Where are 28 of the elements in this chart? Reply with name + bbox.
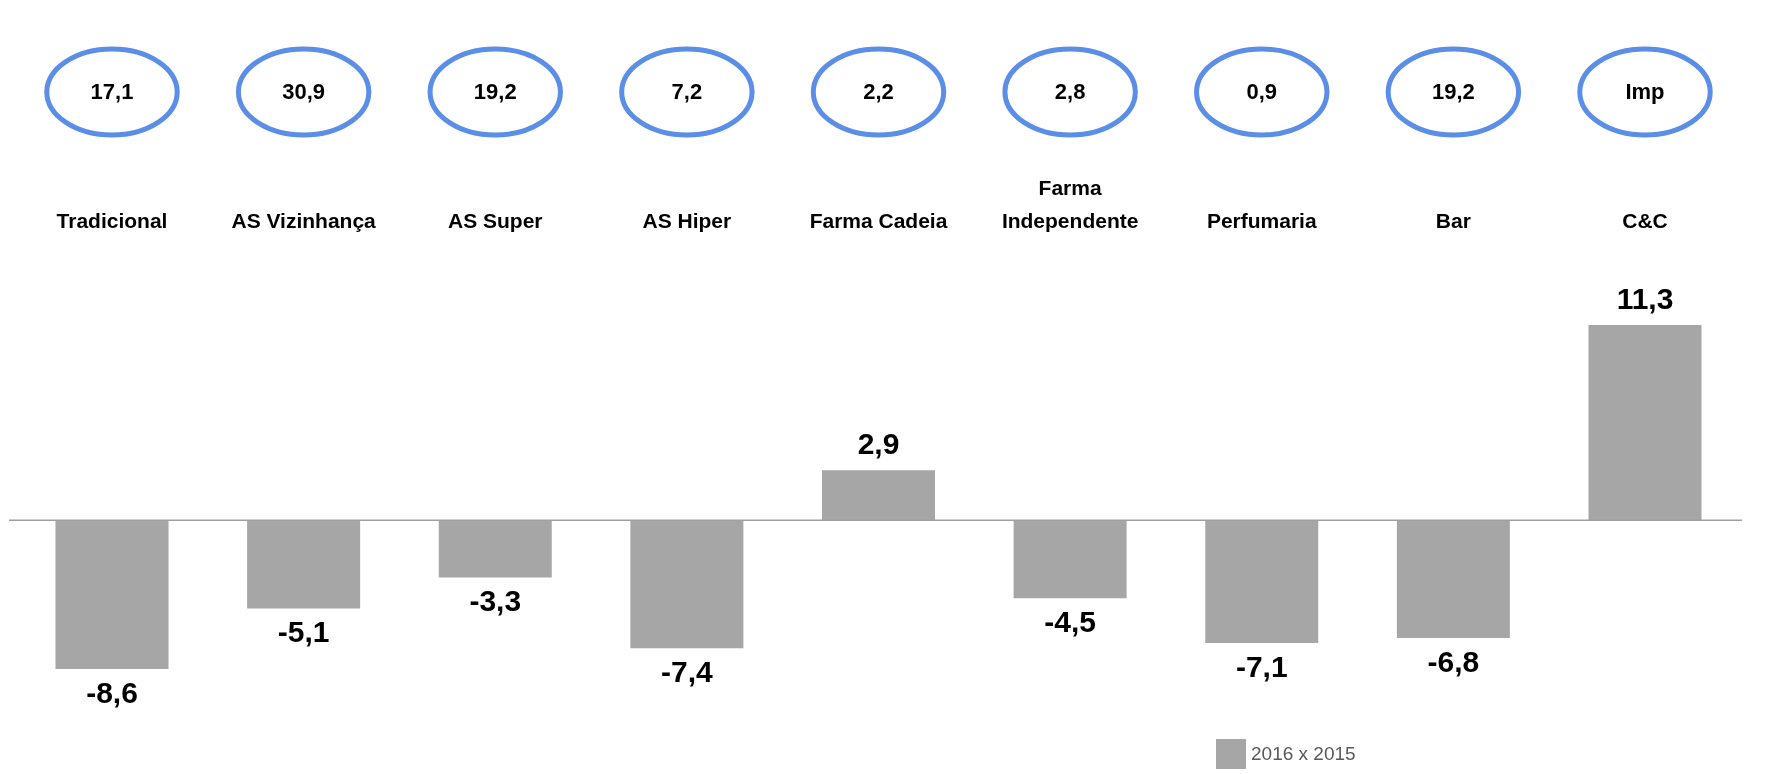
text: 7,2 xyxy=(671,79,703,104)
text: 2,2 xyxy=(863,79,894,104)
x-tick-label: AS Super xyxy=(447,209,543,232)
data-label: 2,9 xyxy=(857,427,900,461)
x-tick-label: Bar xyxy=(1435,209,1471,232)
data-label: -3,3 xyxy=(469,584,522,618)
x-tick-label: AS Vizinhança xyxy=(231,209,377,232)
text: 17,1 xyxy=(90,79,134,104)
x-tick-label: C&C xyxy=(1622,209,1668,232)
legend-label: 2016 x 2015 xyxy=(1251,743,1356,764)
text: 19,2 xyxy=(1431,79,1475,104)
x-tick-label: Tradicional xyxy=(56,209,168,232)
text: 19,2 xyxy=(473,79,517,104)
data-label: -4,5 xyxy=(1044,605,1096,639)
text: 2,8 xyxy=(1054,79,1086,104)
data-label: 11,3 xyxy=(1616,282,1674,315)
text: 30,9 xyxy=(282,79,326,104)
data-label: -8,6 xyxy=(86,676,138,709)
data-label: -7,4 xyxy=(661,655,714,689)
text: 0,9 xyxy=(1246,79,1278,104)
x-tick-label: Perfumaria xyxy=(1206,209,1317,232)
data-label: -6,8 xyxy=(1427,644,1480,678)
x-tick-label: Farma Independente xyxy=(1001,176,1139,232)
data-label: -5,1 xyxy=(277,615,330,649)
data-label: -7,1 xyxy=(1235,650,1288,684)
x-tick-label: Farma Cadeia xyxy=(809,209,948,232)
text: Imp xyxy=(1625,79,1665,104)
x-tick-label: AS Hiper xyxy=(642,209,732,232)
